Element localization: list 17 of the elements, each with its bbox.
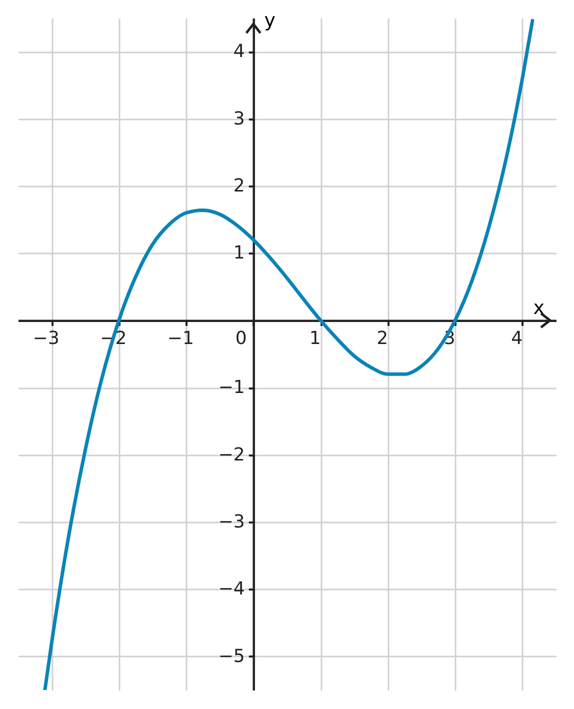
y-tick-label: 3 — [233, 108, 245, 130]
y-tick-label: −5 — [218, 646, 245, 667]
y-tick-label: 4 — [233, 41, 245, 62]
x-axis-title: x — [533, 296, 544, 319]
y-tick-label: −2 — [218, 444, 245, 466]
x-tick-label: 2 — [376, 328, 388, 349]
y-tick-label: −3 — [218, 512, 245, 532]
x-tick-label: −3 — [32, 328, 60, 349]
y-tick-label: −4 — [218, 578, 245, 600]
x-tick-label: 1 — [309, 328, 321, 349]
x-tick-label: 0 — [235, 328, 247, 349]
x-tick-label: −1 — [167, 328, 194, 349]
x-tick-label: 4 — [511, 328, 523, 349]
y-axis-title: y — [264, 10, 276, 32]
y-tick-label: −1 — [218, 377, 245, 398]
y-tick-label: 1 — [233, 242, 245, 264]
y-tick-label: 2 — [233, 176, 245, 196]
